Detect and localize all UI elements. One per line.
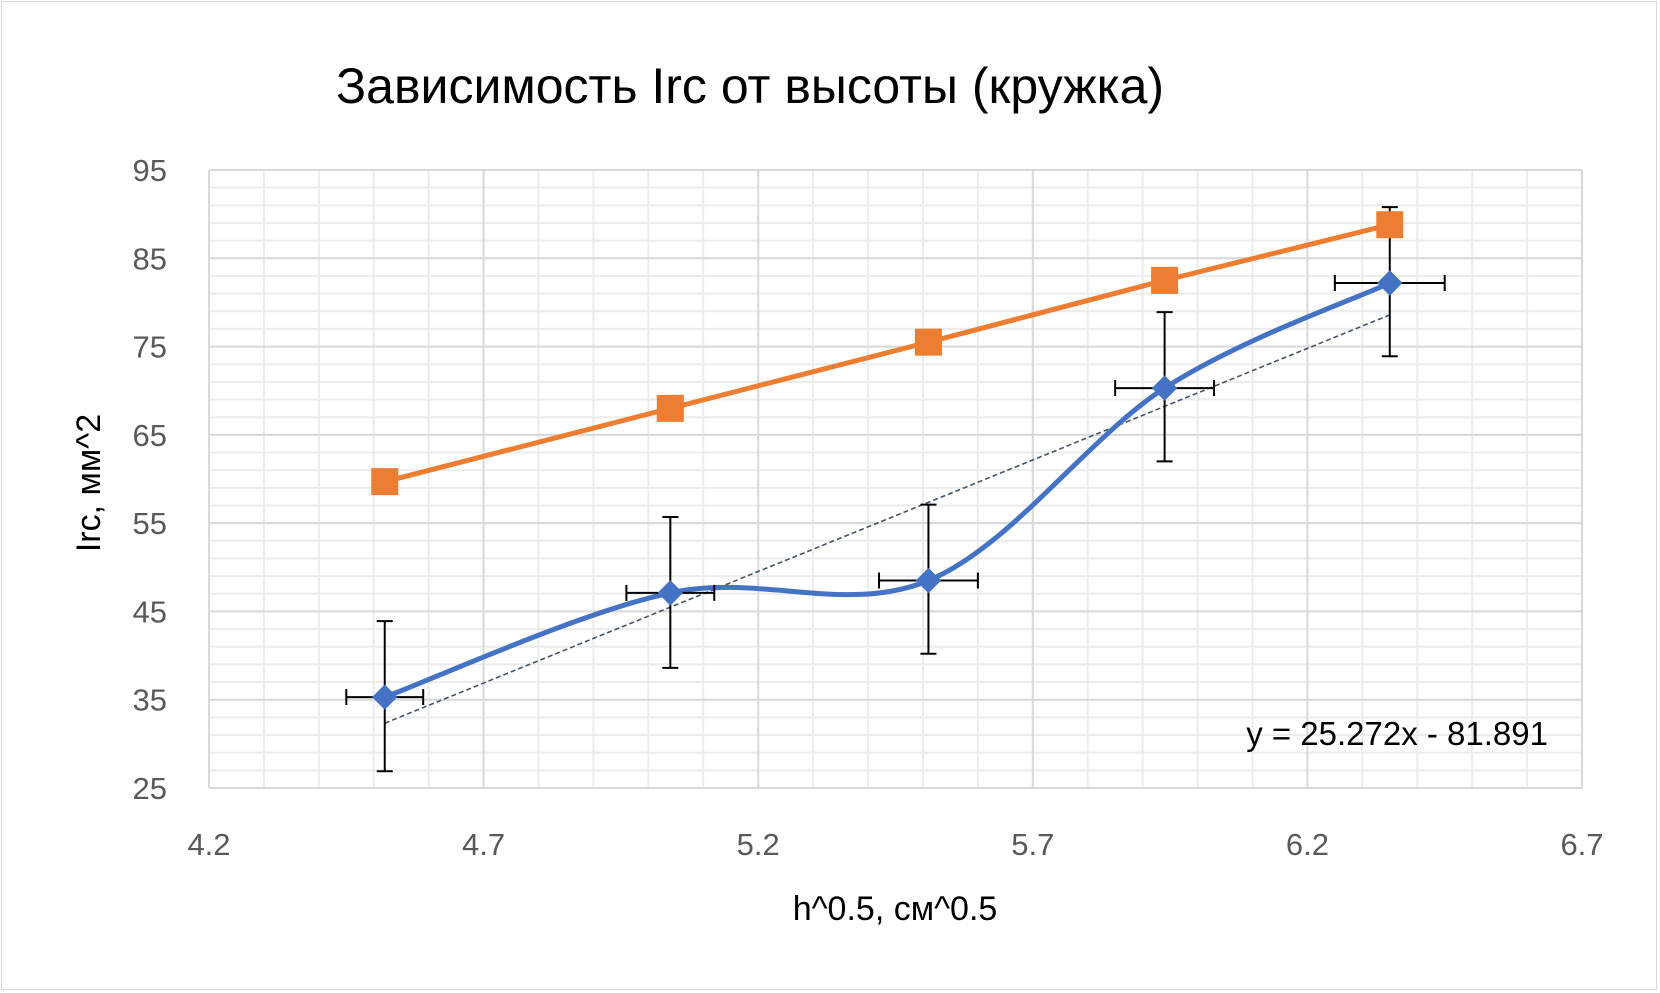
trendline xyxy=(384,314,1391,724)
chart-title: Зависимость Irc от высоты (кружка) xyxy=(336,58,1164,114)
series-1-line xyxy=(382,280,1393,700)
series-1 xyxy=(345,206,1446,773)
x-tick-label: 5.7 xyxy=(1011,827,1054,862)
data-point-2-2 xyxy=(656,394,684,422)
x-tick-label: 6.7 xyxy=(1560,827,1603,862)
data-point-2-4 xyxy=(1151,266,1179,294)
data-point-1-4 xyxy=(1151,375,1178,401)
data-point-1-3 xyxy=(915,567,942,594)
series-2 xyxy=(371,211,1404,496)
major-gridlines xyxy=(208,169,1583,789)
x-tick-label: 4.7 xyxy=(462,827,505,862)
y-tick-label: 55 xyxy=(133,506,167,541)
y-axis-title: Irc, мм^2 xyxy=(70,414,108,552)
y-tick-label: 25 xyxy=(133,771,167,806)
y-axis-tick-labels: 25 35 45 55 65 75 85 95 xyxy=(133,153,167,806)
y-tick-label: 75 xyxy=(133,330,167,365)
minor-gridlines xyxy=(208,169,1583,789)
y-tick-label: 65 xyxy=(133,418,167,453)
trendline-equation: y = 25.272x - 81.891 xyxy=(1246,715,1548,752)
data-point-2-1 xyxy=(371,468,399,496)
x-axis-title: h^0.5, см^0.5 xyxy=(793,890,998,928)
y-tick-label: 35 xyxy=(133,683,167,718)
series-layer xyxy=(345,206,1446,773)
data-point-1-5 xyxy=(1377,270,1403,296)
x-axis-tick-labels: 4.2 4.7 5.2 5.7 6.2 6.7 xyxy=(187,827,1603,862)
data-point-2-3 xyxy=(914,328,942,356)
data-point-1-2 xyxy=(657,580,684,606)
trendline-layer xyxy=(384,314,1391,724)
y-tick-label: 85 xyxy=(133,241,167,276)
y-tick-label: 95 xyxy=(133,153,167,188)
data-point-1-1 xyxy=(372,684,398,710)
x-tick-label: 5.2 xyxy=(737,827,780,862)
series-2-line xyxy=(384,222,1391,485)
data-point-2-5 xyxy=(1376,211,1404,239)
x-tick-label: 6.2 xyxy=(1286,827,1329,862)
y-tick-label: 45 xyxy=(133,594,167,629)
x-tick-label: 4.2 xyxy=(187,827,230,862)
